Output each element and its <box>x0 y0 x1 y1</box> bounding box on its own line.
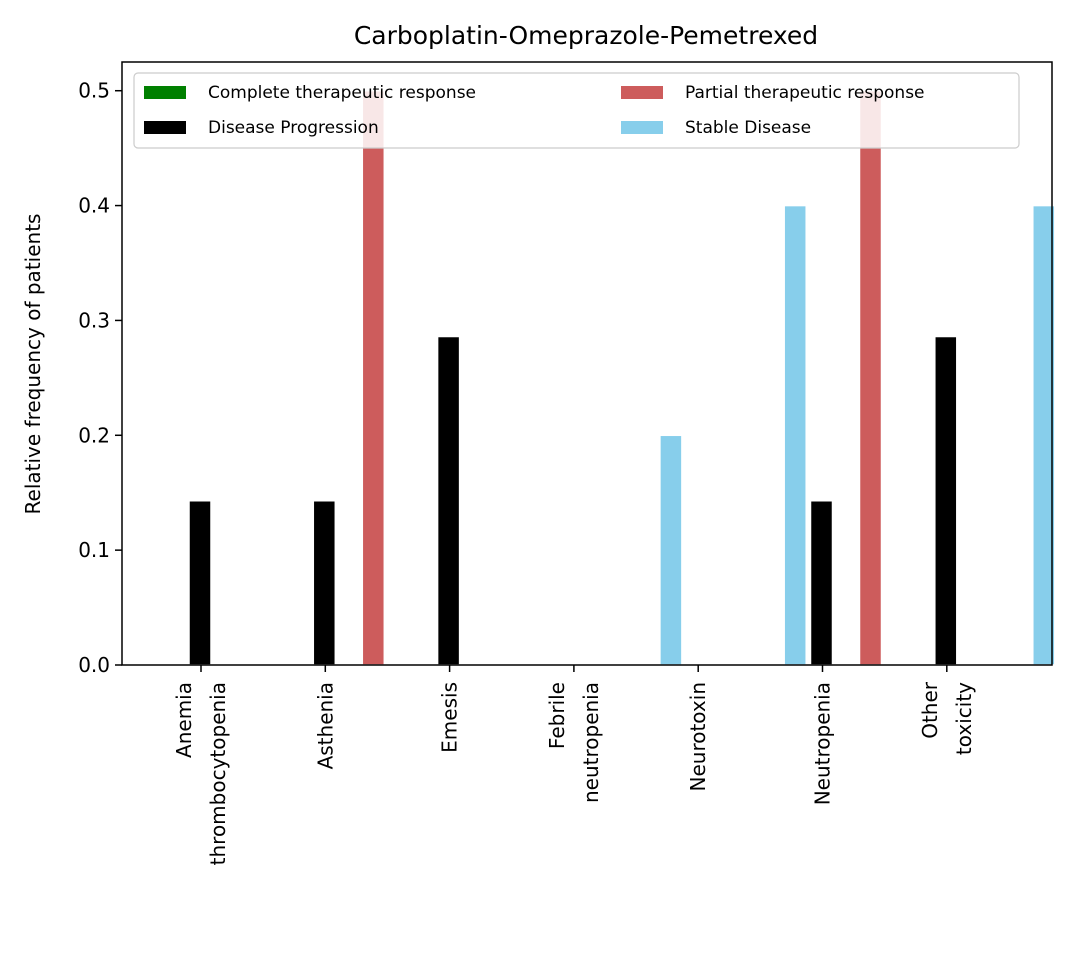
bar-1-0 <box>188 500 212 666</box>
x-tick-label-5-0: Neutropenia <box>811 682 835 805</box>
legend-label-0: Complete therapeutic response <box>208 83 476 103</box>
legend-label-3: Stable Disease <box>685 118 811 138</box>
bar-3-4 <box>783 204 807 666</box>
chart-title: Carboplatin-Omeprazole-Pemetrexed <box>354 21 818 50</box>
legend-swatch-1 <box>144 121 186 134</box>
x-tick-label-3-1: neutropenia <box>579 682 603 803</box>
legend-label-1: Disease Progression <box>208 118 379 138</box>
x-tick-label-0-1: thrombocytopenia <box>206 682 230 865</box>
bars-layer <box>188 89 1056 666</box>
y-tick-label-2: 0.2 <box>78 423 110 447</box>
axes-layer: 0.0 0.1 0.2 0.3 0.4 0.5 Anemia thrombocytopenia… <box>78 61 1053 865</box>
bar-1-1 <box>312 500 337 666</box>
y-tick-label-5: 0.5 <box>78 79 110 103</box>
y-tick-label-1: 0.1 <box>78 538 110 562</box>
x-tick-label-6-1: toxicity <box>952 682 976 755</box>
legend-swatch-2 <box>621 86 663 99</box>
x-tick-label-2-0: Emesis <box>438 682 462 753</box>
x-tick-label-3-0: Febrile <box>545 682 569 749</box>
x-tick-label-1-0: Asthenia <box>313 682 337 769</box>
legend: Complete therapeutic response Disease Pro… <box>133 72 1020 149</box>
y-tick-label-3: 0.3 <box>78 308 110 332</box>
legend-swatch-0 <box>144 86 186 99</box>
bar-2-5 <box>858 89 883 666</box>
legend-label-2: Partial therapeutic response <box>685 83 925 103</box>
y-tick-label-0: 0.0 <box>78 653 110 677</box>
bar-1-2 <box>436 335 461 666</box>
bar-2-1 <box>361 89 386 666</box>
y-tick-label-4: 0.4 <box>78 194 110 218</box>
x-tick-label-0-0: Anemia <box>172 682 196 758</box>
bar-1-6 <box>934 335 958 666</box>
bar-3-3 <box>659 434 683 666</box>
y-axis-label: Relative frequency of patients <box>21 214 45 515</box>
legend-box <box>133 72 1020 149</box>
plot-frame <box>121 61 1053 666</box>
bar-1-5 <box>809 500 834 666</box>
legend-swatch-3 <box>621 121 663 134</box>
x-tick-label-6-0: Other <box>918 681 942 739</box>
x-tick-label-4-0: Neurotoxin <box>686 682 710 792</box>
